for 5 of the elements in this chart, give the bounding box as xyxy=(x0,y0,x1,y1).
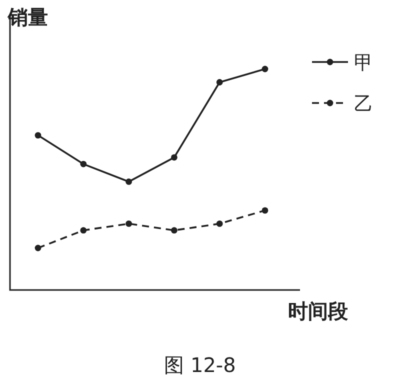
legend-label: 乙 xyxy=(354,93,373,115)
legend-label: 甲 xyxy=(354,52,373,74)
y-axis-title: 销量 xyxy=(7,5,48,29)
x-axis-title: 时间段 xyxy=(288,299,349,323)
caption: 图 12-8 xyxy=(164,353,236,377)
